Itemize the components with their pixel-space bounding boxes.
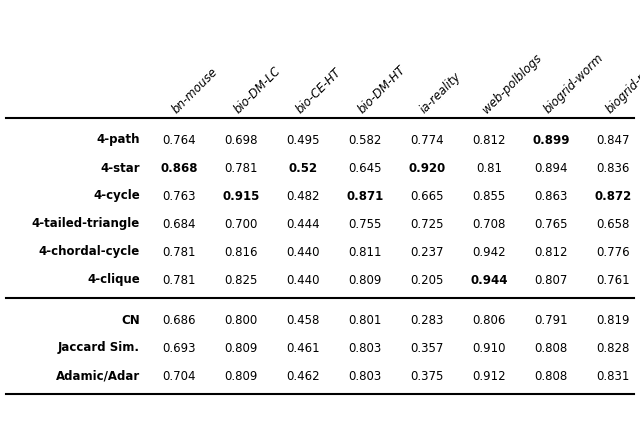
Text: 0.781: 0.781 (163, 246, 196, 259)
Text: 0.831: 0.831 (596, 370, 630, 382)
Text: 0.801: 0.801 (348, 313, 381, 326)
Text: 0.704: 0.704 (163, 370, 196, 382)
Text: 0.700: 0.700 (224, 218, 258, 230)
Text: bio-CE-HT: bio-CE-HT (294, 66, 344, 116)
Text: 0.942: 0.942 (472, 246, 506, 259)
Text: 0.645: 0.645 (348, 162, 381, 174)
Text: 0.809: 0.809 (224, 370, 258, 382)
Text: 0.375: 0.375 (410, 370, 444, 382)
Text: 0.765: 0.765 (534, 218, 568, 230)
Text: 0.725: 0.725 (410, 218, 444, 230)
Text: 4-star: 4-star (100, 162, 140, 174)
Text: 0.458: 0.458 (286, 313, 320, 326)
Text: 0.807: 0.807 (534, 274, 568, 287)
Text: 0.944: 0.944 (470, 274, 508, 287)
Text: 0.863: 0.863 (534, 190, 568, 202)
Text: 0.482: 0.482 (286, 190, 320, 202)
Text: 0.847: 0.847 (596, 133, 630, 146)
Text: 4-chordal-cycle: 4-chordal-cycle (39, 246, 140, 259)
Text: 0.763: 0.763 (163, 190, 196, 202)
Text: 0.461: 0.461 (286, 341, 320, 354)
Text: 0.855: 0.855 (472, 190, 506, 202)
Text: 4-clique: 4-clique (87, 274, 140, 287)
Text: 0.809: 0.809 (224, 341, 258, 354)
Text: 0.357: 0.357 (410, 341, 444, 354)
Text: 0.868: 0.868 (160, 162, 198, 174)
Text: 0.698: 0.698 (224, 133, 258, 146)
Text: 0.812: 0.812 (472, 133, 506, 146)
Text: 0.774: 0.774 (410, 133, 444, 146)
Text: web-polblogs: web-polblogs (480, 52, 545, 116)
Text: 0.872: 0.872 (595, 190, 632, 202)
Text: 0.495: 0.495 (286, 133, 320, 146)
Text: 0.803: 0.803 (348, 341, 381, 354)
Text: 0.764: 0.764 (162, 133, 196, 146)
Text: bio-DM-HT: bio-DM-HT (356, 63, 408, 116)
Text: 0.812: 0.812 (534, 246, 568, 259)
Text: 0.811: 0.811 (348, 246, 381, 259)
Text: biogrid-worm: biogrid-worm (542, 51, 607, 116)
Text: 0.871: 0.871 (346, 190, 383, 202)
Text: 0.686: 0.686 (163, 313, 196, 326)
Text: 0.915: 0.915 (222, 190, 260, 202)
Text: 0.836: 0.836 (596, 162, 630, 174)
Text: 0.693: 0.693 (163, 341, 196, 354)
Text: 0.808: 0.808 (534, 370, 568, 382)
Text: 0.582: 0.582 (348, 133, 381, 146)
Text: 0.444: 0.444 (286, 218, 320, 230)
Text: 0.658: 0.658 (596, 218, 630, 230)
Text: 0.828: 0.828 (596, 341, 630, 354)
Text: 0.808: 0.808 (534, 341, 568, 354)
Text: 0.776: 0.776 (596, 246, 630, 259)
Text: 0.205: 0.205 (410, 274, 444, 287)
Text: 0.684: 0.684 (163, 218, 196, 230)
Text: 0.800: 0.800 (225, 313, 258, 326)
Text: 0.791: 0.791 (534, 313, 568, 326)
Text: bn-mouse: bn-mouse (170, 65, 221, 116)
Text: bio-DM-LC: bio-DM-LC (232, 64, 284, 116)
Text: 0.912: 0.912 (472, 370, 506, 382)
Text: 0.825: 0.825 (224, 274, 258, 287)
Text: 0.809: 0.809 (348, 274, 381, 287)
Text: 0.781: 0.781 (224, 162, 258, 174)
Text: 0.816: 0.816 (224, 246, 258, 259)
Text: biogrid-plant: biogrid-plant (604, 53, 640, 116)
Text: 4-path: 4-path (97, 133, 140, 146)
Text: 0.910: 0.910 (472, 341, 506, 354)
Text: 0.894: 0.894 (534, 162, 568, 174)
Text: Adamic/Adar: Adamic/Adar (56, 370, 140, 382)
Text: 0.803: 0.803 (348, 370, 381, 382)
Text: 4-tailed-triangle: 4-tailed-triangle (32, 218, 140, 230)
Text: CN: CN (121, 313, 140, 326)
Text: 0.806: 0.806 (472, 313, 506, 326)
Text: 0.283: 0.283 (410, 313, 444, 326)
Text: 0.781: 0.781 (163, 274, 196, 287)
Text: 0.899: 0.899 (532, 133, 570, 146)
Text: 0.462: 0.462 (286, 370, 320, 382)
Text: 4-cycle: 4-cycle (93, 190, 140, 202)
Text: 0.920: 0.920 (408, 162, 445, 174)
Text: 0.761: 0.761 (596, 274, 630, 287)
Text: 0.755: 0.755 (348, 218, 381, 230)
Text: ia-reality: ia-reality (418, 70, 464, 116)
Text: Jaccard Sim.: Jaccard Sim. (58, 341, 140, 354)
Text: 0.708: 0.708 (472, 218, 506, 230)
Text: 0.665: 0.665 (410, 190, 444, 202)
Text: 0.440: 0.440 (286, 274, 320, 287)
Text: 0.52: 0.52 (289, 162, 317, 174)
Text: 0.440: 0.440 (286, 246, 320, 259)
Text: 0.819: 0.819 (596, 313, 630, 326)
Text: 0.237: 0.237 (410, 246, 444, 259)
Text: 0.81: 0.81 (476, 162, 502, 174)
